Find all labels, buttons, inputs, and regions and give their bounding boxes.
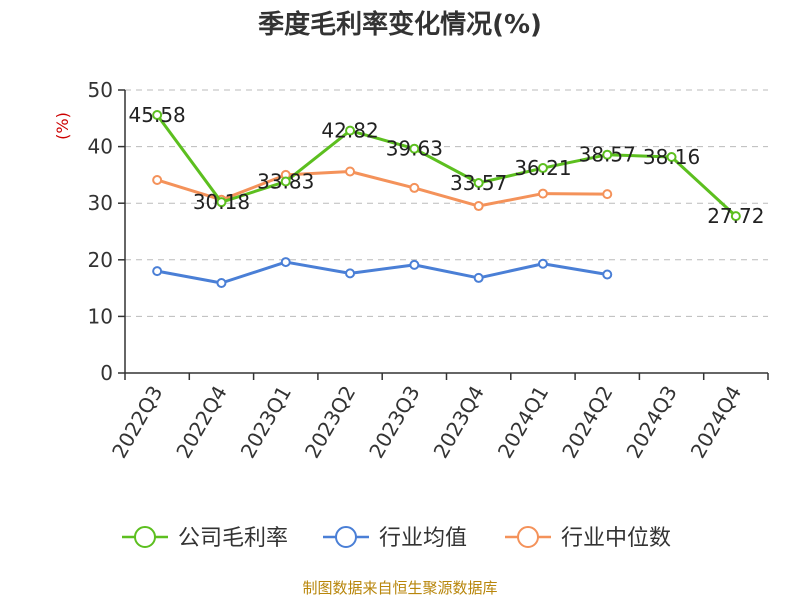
- series-point: [152, 174, 163, 185]
- grid-lines: [125, 89, 768, 317]
- x-tick-label: 2024Q2: [557, 382, 617, 463]
- series-point: [473, 177, 484, 188]
- data-label: 42.82: [321, 119, 378, 143]
- data-label: 27.72: [707, 204, 764, 228]
- series-point: [152, 110, 163, 121]
- data-label: 30.18: [193, 190, 250, 214]
- data-label: 33.83: [257, 170, 314, 194]
- series-point: [537, 188, 548, 199]
- data-label: 39.63: [386, 137, 443, 161]
- series-point: [602, 149, 613, 160]
- x-tick-label: 2023Q1: [236, 382, 296, 463]
- y-axis-label: (%): [53, 112, 72, 140]
- legend-label: 行业中位数: [561, 526, 671, 551]
- source-note: 制图数据来自恒生聚源数据库: [302, 579, 498, 597]
- y-tick-label: 20: [88, 248, 113, 272]
- series-point: [409, 143, 420, 154]
- series-point: [409, 259, 420, 270]
- x-tick-label: 2023Q4: [429, 382, 489, 463]
- data-label: 38.16: [643, 145, 700, 169]
- series-point: [280, 257, 291, 268]
- x-tick-label: 2023Q2: [300, 382, 360, 463]
- data-label: 36.21: [514, 156, 571, 180]
- chart-title: 季度毛利率变化情况(%): [258, 10, 542, 40]
- x-tick-label: 2024Q4: [686, 382, 746, 463]
- series-point: [730, 211, 741, 222]
- y-tick-label: 50: [88, 78, 113, 102]
- series-line: [155, 114, 737, 218]
- series-point: [602, 269, 613, 280]
- legend: 公司毛利率 行业均值 行业中位数: [122, 526, 671, 551]
- series-lines: [152, 110, 741, 289]
- data-label: 33.57: [450, 171, 507, 195]
- x-tick-label: 2024Q1: [493, 382, 553, 463]
- legend-label: 行业均值: [379, 526, 467, 551]
- series-point: [537, 163, 548, 174]
- series-point: [409, 182, 420, 193]
- legend-swatch-marker: [517, 526, 539, 548]
- x-tick-label: 2023Q3: [364, 382, 424, 463]
- series-point: [345, 166, 356, 177]
- x-tick-label: 2022Q4: [171, 382, 231, 463]
- y-tick-label: 10: [88, 304, 113, 328]
- y-tick-label: 30: [88, 191, 113, 215]
- series-point: [345, 125, 356, 136]
- series-point: [280, 176, 291, 187]
- series-point: [666, 152, 677, 163]
- y-tick-label: 0: [100, 361, 113, 385]
- x-tick-label: 2024Q3: [621, 382, 681, 463]
- data-labels: 45.58 30.18 33.83 42.82 39.63 33.57 36.21 38.57…: [129, 103, 765, 228]
- y-tick-label: 40: [88, 135, 113, 159]
- legend-label: 公司毛利率: [178, 526, 288, 551]
- series-point: [152, 266, 163, 277]
- data-label: 45.58: [129, 103, 186, 127]
- x-tick-label: 2022Q3: [107, 382, 167, 463]
- data-label: 38.57: [579, 143, 636, 167]
- series-point: [473, 201, 484, 212]
- legend-swatch-marker: [335, 526, 357, 548]
- series-point: [473, 272, 484, 283]
- legend-swatch-marker: [134, 526, 156, 548]
- series-point: [216, 197, 227, 208]
- series-line: [156, 170, 608, 208]
- series-point: [537, 258, 548, 269]
- series-point: [602, 189, 613, 200]
- series-point: [345, 268, 356, 279]
- series-point: [216, 278, 227, 289]
- series-line: [156, 260, 608, 285]
